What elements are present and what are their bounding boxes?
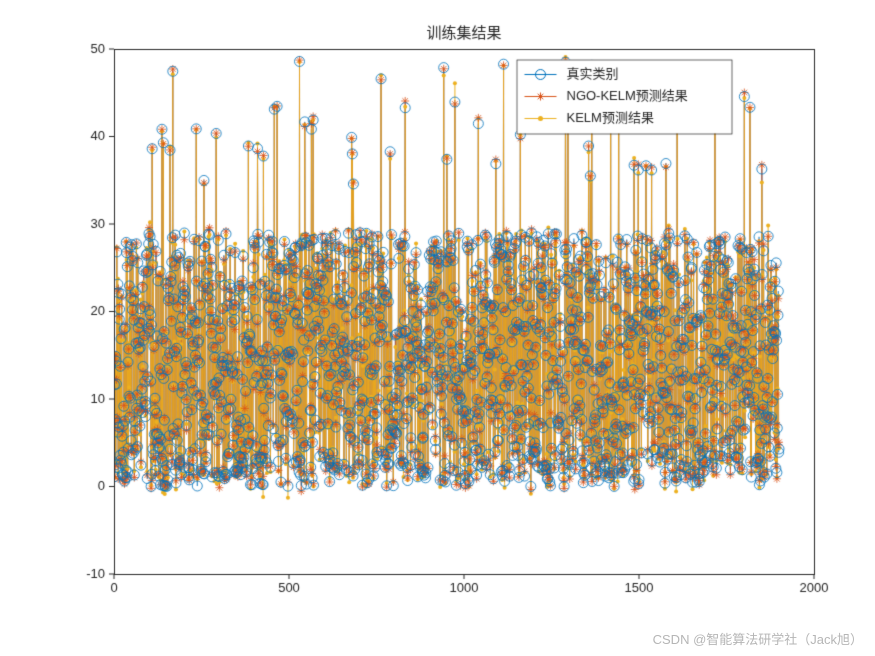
chart-container [0,0,875,656]
training-results-chart [0,0,875,656]
